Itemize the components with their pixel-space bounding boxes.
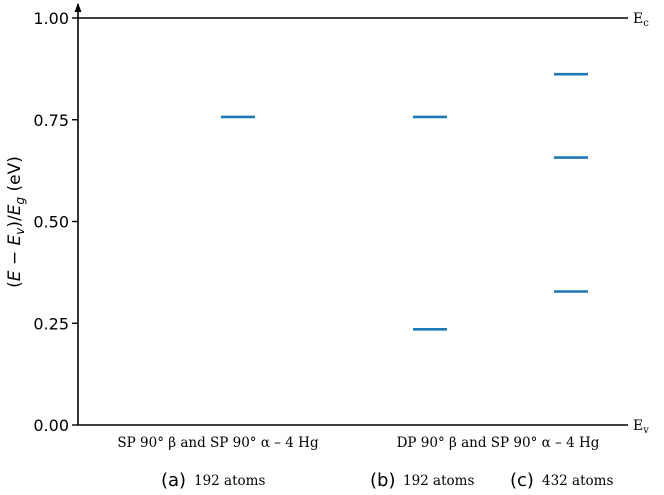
group-label-sp: SP 90° β and SP 90° α – 4 Hg (117, 435, 319, 451)
band-edge-label-v: Ev (633, 418, 649, 436)
panel-b-letter: (b) (370, 470, 395, 491)
panel-c-atoms: 432 atoms (542, 473, 613, 489)
y-tick-label: 1.00 (33, 9, 69, 28)
group-label-dp: DP 90° β and SP 90° α – 4 Hg (397, 435, 600, 451)
panel-b-atoms: 192 atoms (403, 473, 474, 489)
panel-a-atoms: 192 atoms (194, 473, 265, 489)
y-tick-label: 0.50 (33, 213, 69, 232)
band-edge-label-c: Ec (633, 11, 649, 29)
y-axis-label: (E − Ev)/Eg (eV) (5, 156, 27, 288)
panel-c-letter: (c) (510, 470, 534, 491)
y-tick-label: 0.75 (33, 111, 69, 130)
y-tick-label: 0.00 (33, 416, 69, 435)
y-axis-arrowhead (74, 3, 82, 12)
panel-a-letter: (a) (161, 470, 186, 491)
y-tick-label: 0.25 (33, 314, 69, 333)
